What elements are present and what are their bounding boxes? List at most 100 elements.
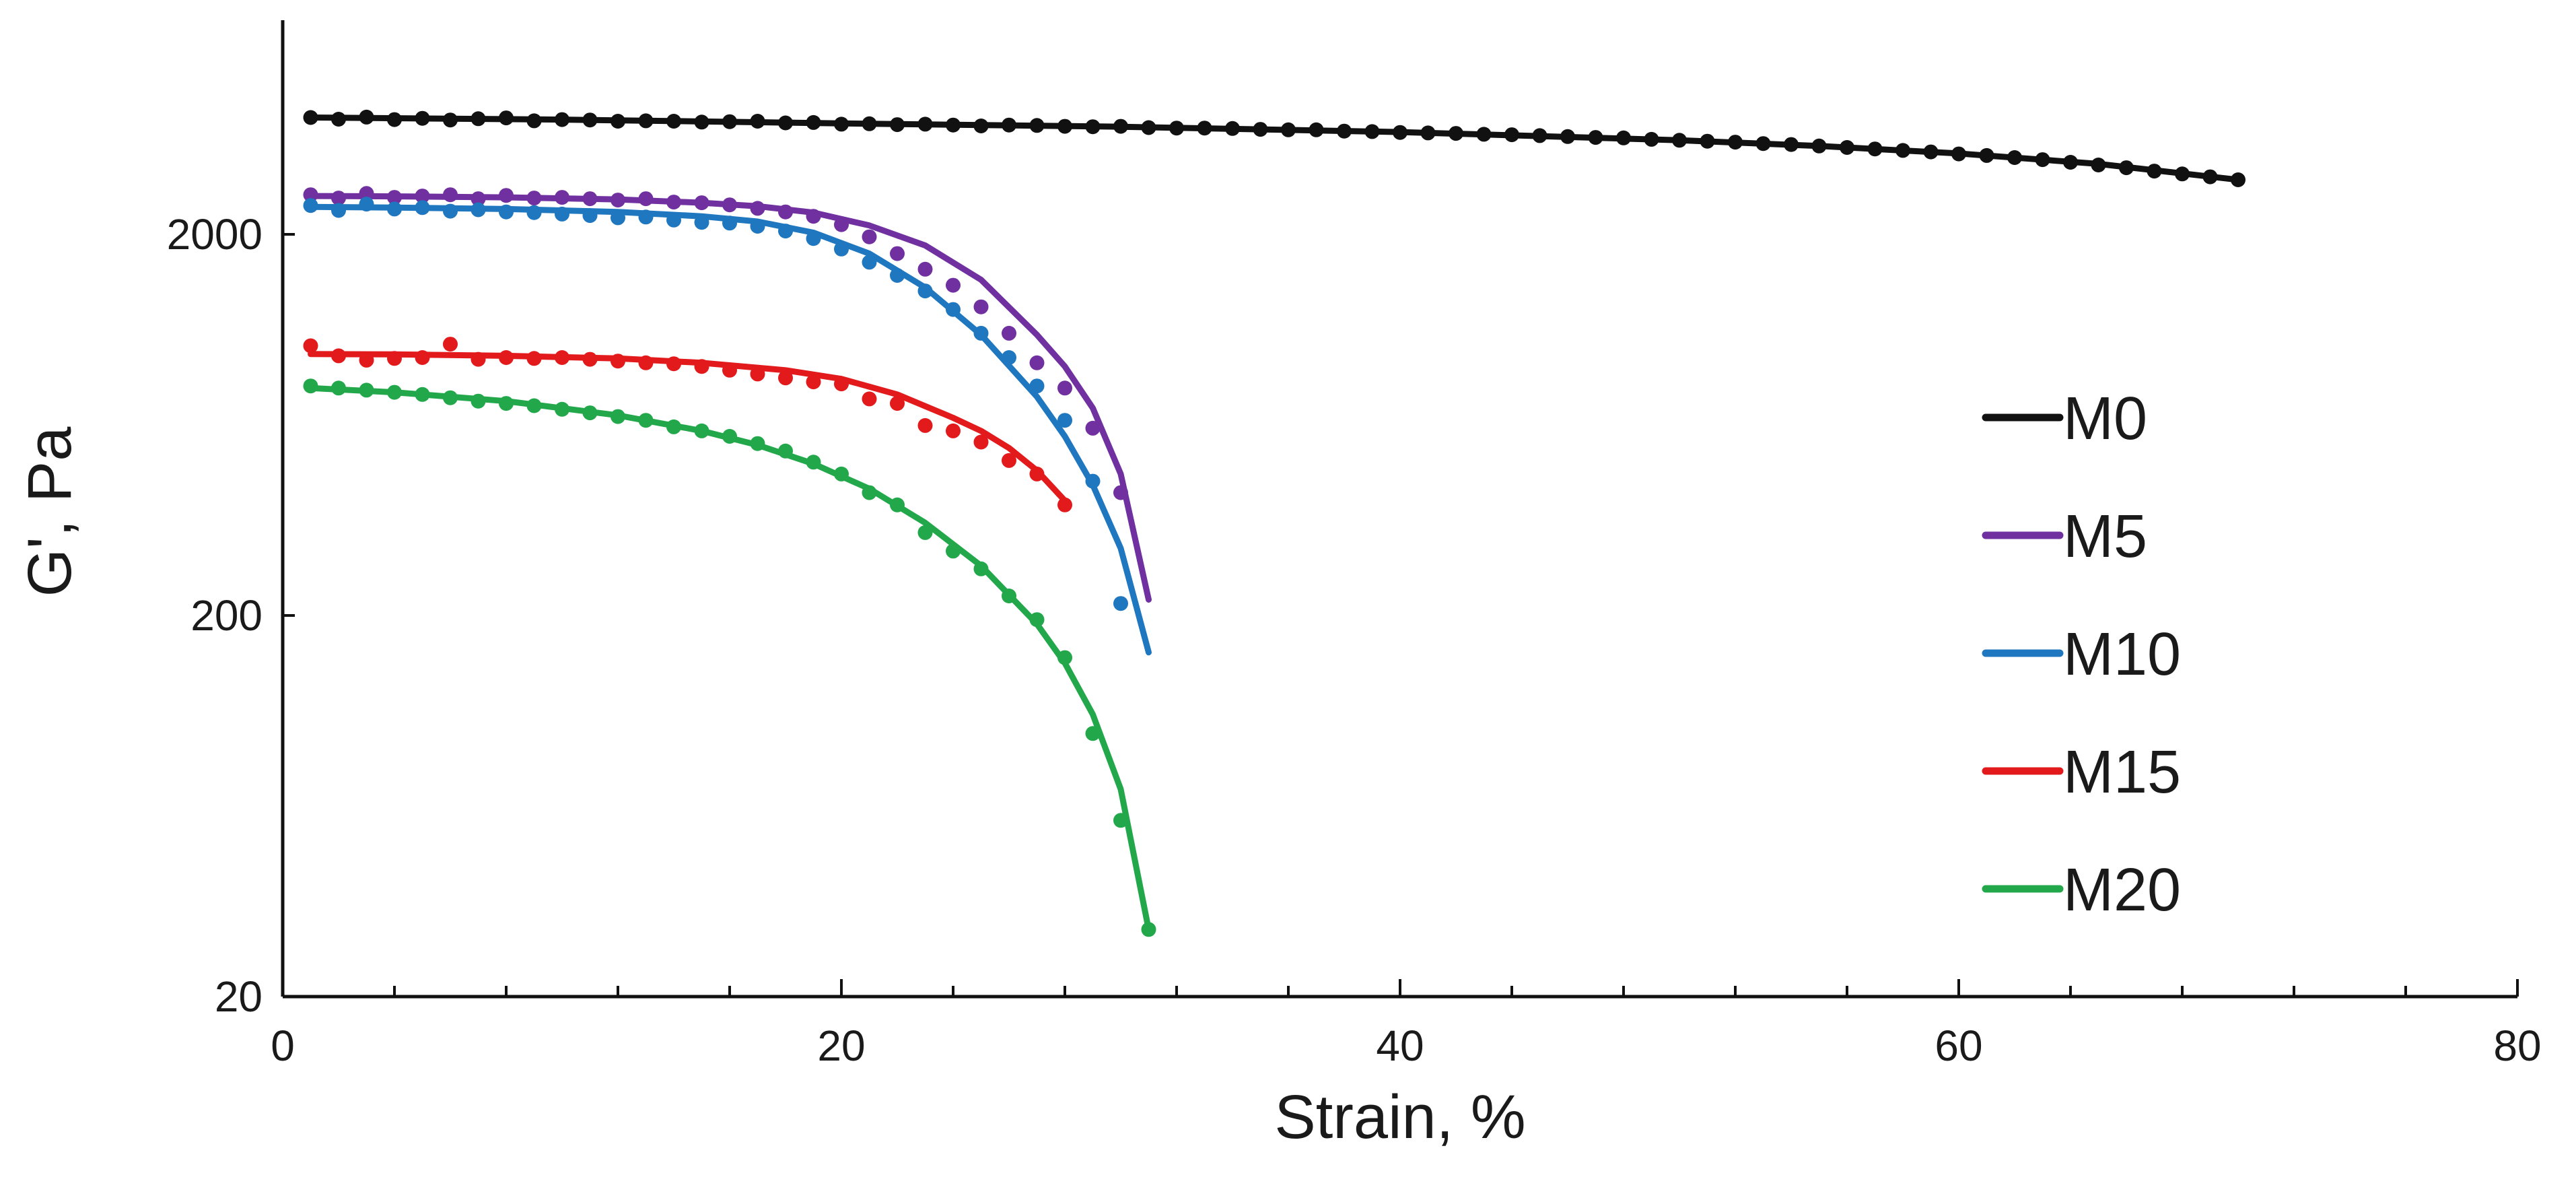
- series-m15-point: [1029, 466, 1045, 481]
- series-m0-point: [1364, 124, 1380, 139]
- series-m0-point: [582, 112, 598, 128]
- series-m10-point: [526, 205, 542, 220]
- series-m5-point: [946, 277, 961, 293]
- series-m0-point: [722, 114, 737, 129]
- series-m15-point: [443, 337, 458, 352]
- series-m20-point: [331, 380, 346, 396]
- series-m20-point: [917, 525, 933, 540]
- series-m15: [303, 337, 1072, 512]
- series-m20-point: [890, 497, 905, 512]
- series-m10-point: [638, 209, 654, 225]
- series-m15-point: [471, 352, 486, 367]
- series-m15-point: [1057, 497, 1072, 512]
- series-m5-point: [917, 261, 933, 277]
- series-m0-point: [555, 112, 569, 127]
- series-m5: [303, 186, 1152, 603]
- series-m0-point: [1141, 120, 1156, 135]
- series-m5-point: [1113, 485, 1128, 500]
- series-m15-point: [303, 338, 318, 354]
- series-m10-point: [387, 201, 402, 217]
- series-m15-point: [834, 376, 849, 392]
- series-m0-point: [834, 116, 849, 132]
- series-m0-point: [890, 117, 905, 133]
- series-m10-point: [1085, 473, 1101, 489]
- series-m0-point: [946, 117, 961, 133]
- series-m20-point: [387, 384, 402, 400]
- series-m20-point: [1113, 813, 1128, 828]
- series-m0-point: [1840, 140, 1854, 155]
- series-m15-point: [806, 374, 821, 390]
- series-m10-point: [890, 268, 905, 283]
- series-m0-point: [1644, 131, 1659, 147]
- series-m5-point: [1002, 325, 1016, 341]
- series-m20-point: [806, 455, 821, 470]
- x-tick-label: 60: [1935, 1022, 1982, 1070]
- series-m0-point: [1309, 122, 1324, 137]
- series-m10-point: [694, 215, 709, 230]
- series-m5-point: [890, 246, 905, 261]
- series-m20-point: [834, 466, 849, 481]
- series-m20-point: [750, 436, 765, 451]
- series-m10-point: [331, 203, 346, 218]
- series-m10-point: [582, 208, 598, 224]
- series-m0-point: [2175, 166, 2190, 182]
- series-m5-point: [834, 217, 849, 232]
- series-m10-point: [1057, 413, 1072, 428]
- series-m0-point: [1002, 117, 1016, 133]
- series-m15-point: [526, 351, 542, 366]
- series-m0-point: [1337, 123, 1352, 139]
- series-m10-point: [806, 231, 821, 246]
- series-m10-point: [611, 210, 625, 226]
- series-m10-point: [973, 325, 989, 341]
- series-m20-point: [722, 429, 737, 444]
- series-m0-point: [1225, 121, 1240, 136]
- series-m10-point: [917, 283, 933, 299]
- series-m20-fit-line: [308, 384, 1152, 933]
- series-m0-point: [1616, 130, 1631, 145]
- x-tick-label: 20: [817, 1022, 865, 1070]
- series-m20-point: [499, 396, 514, 411]
- series-m15-point: [611, 354, 625, 369]
- series-m20-point: [1141, 922, 1156, 937]
- series-m15-point: [778, 370, 793, 386]
- series-m0-point: [1588, 130, 1603, 145]
- series-m15-point: [666, 356, 681, 372]
- series-m20-point: [1057, 650, 1072, 665]
- series-m5-point: [555, 190, 569, 205]
- x-tick-label: 80: [2493, 1022, 2541, 1070]
- series-m15-point: [946, 423, 961, 438]
- series-m5-point: [1057, 380, 1072, 396]
- series-m5-point: [471, 191, 486, 207]
- series-m20-point: [666, 419, 681, 434]
- series-m0-point: [1420, 125, 1436, 141]
- series-m0-point: [1672, 133, 1687, 148]
- series-m10: [303, 197, 1152, 656]
- series-m0-point: [415, 110, 430, 126]
- series-m0-point: [2119, 160, 2134, 176]
- series-m0-point: [806, 114, 821, 130]
- series-m5-point: [1029, 355, 1045, 370]
- series-m0-fit-line: [308, 114, 2241, 183]
- series-m5-point: [778, 204, 793, 220]
- legend-label-m20: M20: [2063, 857, 2181, 924]
- y-tick-label: 20: [215, 972, 263, 1021]
- y-tick-label: 2000: [167, 210, 263, 259]
- series-m0-point: [499, 110, 514, 126]
- series-m0-point: [1085, 119, 1101, 135]
- series-m0-point: [1504, 127, 1519, 143]
- series-m15-point: [499, 350, 514, 365]
- series-m0-point: [1113, 119, 1128, 134]
- series-m10-point: [499, 204, 514, 220]
- series-m0-point: [666, 114, 681, 129]
- y-tick-label: 200: [190, 591, 263, 640]
- series-m5-point: [443, 187, 458, 203]
- series-m0-point: [778, 115, 793, 131]
- series-m15-point: [555, 350, 569, 365]
- series-m20-point: [443, 390, 458, 405]
- series-m5-point: [722, 197, 737, 213]
- series-m15-point: [331, 348, 346, 364]
- series-m0-point: [1700, 133, 1715, 149]
- series-m0-point: [331, 112, 346, 127]
- series-m10-point: [555, 206, 569, 222]
